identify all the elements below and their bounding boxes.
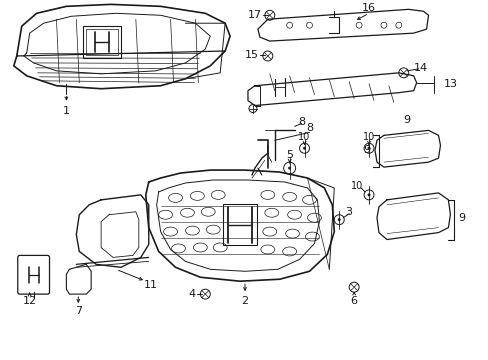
Text: 7: 7 (75, 306, 81, 316)
Text: 9: 9 (457, 213, 464, 223)
Text: 8: 8 (297, 117, 305, 127)
Circle shape (367, 193, 370, 196)
Text: 2: 2 (241, 296, 248, 306)
Text: 15: 15 (244, 50, 259, 60)
FancyBboxPatch shape (83, 26, 121, 58)
Text: 4: 4 (188, 289, 196, 299)
Text: 6: 6 (350, 296, 357, 306)
Text: 14: 14 (413, 63, 427, 73)
Text: 1: 1 (63, 105, 70, 116)
Text: 10: 10 (350, 181, 363, 191)
Circle shape (303, 147, 305, 150)
Text: 12: 12 (22, 296, 37, 306)
Text: 5: 5 (285, 150, 292, 160)
Text: 9: 9 (402, 116, 409, 126)
Circle shape (337, 218, 340, 221)
Text: 3: 3 (345, 207, 352, 217)
Text: 10: 10 (362, 132, 374, 142)
Text: 17: 17 (247, 10, 262, 20)
Text: 13: 13 (443, 79, 456, 89)
FancyBboxPatch shape (18, 255, 49, 294)
Circle shape (367, 147, 370, 150)
Circle shape (287, 167, 290, 170)
FancyBboxPatch shape (223, 204, 256, 246)
Text: 8: 8 (305, 123, 312, 134)
Text: 10: 10 (298, 132, 310, 142)
Text: 11: 11 (143, 280, 158, 290)
Text: 16: 16 (361, 3, 375, 13)
Text: 9: 9 (363, 145, 370, 155)
